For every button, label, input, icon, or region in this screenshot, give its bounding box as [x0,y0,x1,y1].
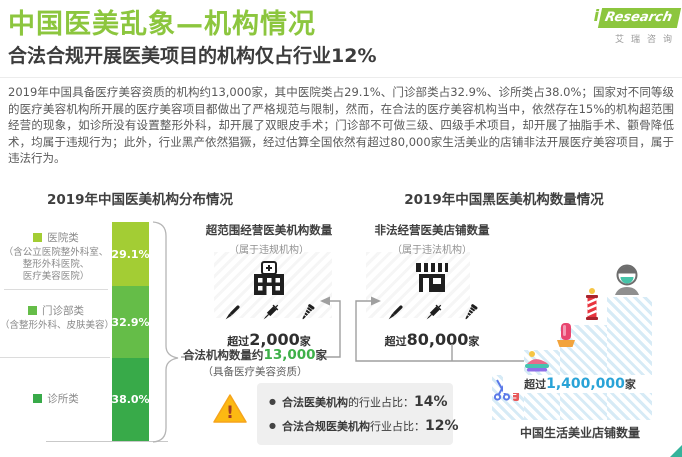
legend-label: 诊所类 [47,393,79,405]
iresearch-logo: i Research 艾瑞咨询 [591,6,682,45]
violation-count: 超过2,000家 [227,330,311,349]
nail-polish-icon [557,323,575,347]
staircase-step-4 [607,297,652,420]
massage-icon [525,351,549,372]
intro-paragraph: 2019年中国具备医疗美容资质的机构约13,000家，其中医院类占29.1%、门… [8,85,674,165]
svg-text:!: ! [226,403,234,423]
compliant-ratio-row: ● 合法合规医美机构行业占比：12% [269,418,459,435]
screw-icon [465,304,478,320]
corner-decoration [670,445,682,457]
stacked-bar: 29.1% 32.9% 38.0% [111,222,150,441]
left-chart-heading: 2019年中国医美机构分布情况 [46,192,234,208]
violation-group: 超范围经营医美机构数量 （属于违规机构） [190,222,348,349]
legal-total-label: 合法机构数量约13,000家 （具备医疗美容资质） [170,347,340,379]
legend-note: （含公立医院整外科室、 整形外科医院、 医疗美容医院） [3,247,109,282]
bullet-icon: ● [269,421,276,431]
legend-swatch-clinic [33,394,43,403]
bar-baseline [46,441,168,442]
illegal-subtitle: （属于违法机构） [392,245,472,256]
legend-note: （含整形外科、皮肤美容） [0,320,115,331]
scalpel-icon [225,305,240,320]
legend-swatch-outpatient [28,306,37,315]
hospital-icon [254,261,284,295]
logo-brand: Research [597,8,682,28]
facial-mask-head-icon [615,264,639,295]
legend-item-hospital: 医院类 （含公立医院整外科室、 整形外科医院、 医疗美容医院） [0,230,112,283]
illegal-title: 非法经营医美店铺数量 [374,223,490,237]
curly-brace [152,221,179,443]
storefront-icon [416,263,448,292]
page-title: 中国医美乱象—机构情况 [8,9,316,40]
illegal-group: 非法经营医美店铺数量 （属于违法机构） [358,222,506,349]
life-beauty-caption: 中国生活美业店铺数量 [519,426,640,440]
right-chart-heading: 2019年中国黑医美机构数量情况 [404,192,604,208]
violation-subtitle: （属于违规机构） [229,245,309,256]
bar-segment-outpatient: 32.9% [111,286,150,358]
syringe-icon [263,304,279,320]
logo-chinese-name: 艾瑞咨询 [614,35,679,45]
ratio-note-box: ● 合法医美机构的行业占比：14% ● 合法合规医美机构行业占比：12% [257,383,459,445]
legend-label: 门诊部类 [42,305,84,317]
bar-segment-hospital: 29.1% [111,222,150,286]
bullet-icon: ● [269,396,276,406]
screw-icon [302,304,315,320]
illegal-count: 超过80,000家 [384,330,480,349]
scalpel-icon [388,305,403,320]
legal-ratio-row: ● 合法医美机构的行业占比：14% [269,393,448,410]
legend-swatch-hospital [33,233,43,242]
barber-pole-icon [586,288,598,320]
life-beauty-count: 超过1,400,000家 [503,375,657,393]
legal-total-sub: （具备医疗美容资质） [202,366,308,378]
page-subtitle: 合法合规开展医美项目的机构仅占行业12% [8,45,377,67]
legend-item-outpatient: 门诊部类 （含整形外科、皮肤美容） [0,303,115,332]
header-divider [0,77,682,78]
legend-label: 医院类 [47,232,79,244]
legend-divider [4,289,108,290]
violation-title: 超范围经营医美机构数量 [205,223,333,237]
logo-i-glyph: i [593,6,600,25]
legend-item-clinic: 诊所类 [0,391,112,406]
syringe-icon [426,304,442,320]
legend-divider [0,357,110,358]
bar-segment-clinic: 38.0% [111,358,150,441]
warning-icon: ! [213,394,247,423]
